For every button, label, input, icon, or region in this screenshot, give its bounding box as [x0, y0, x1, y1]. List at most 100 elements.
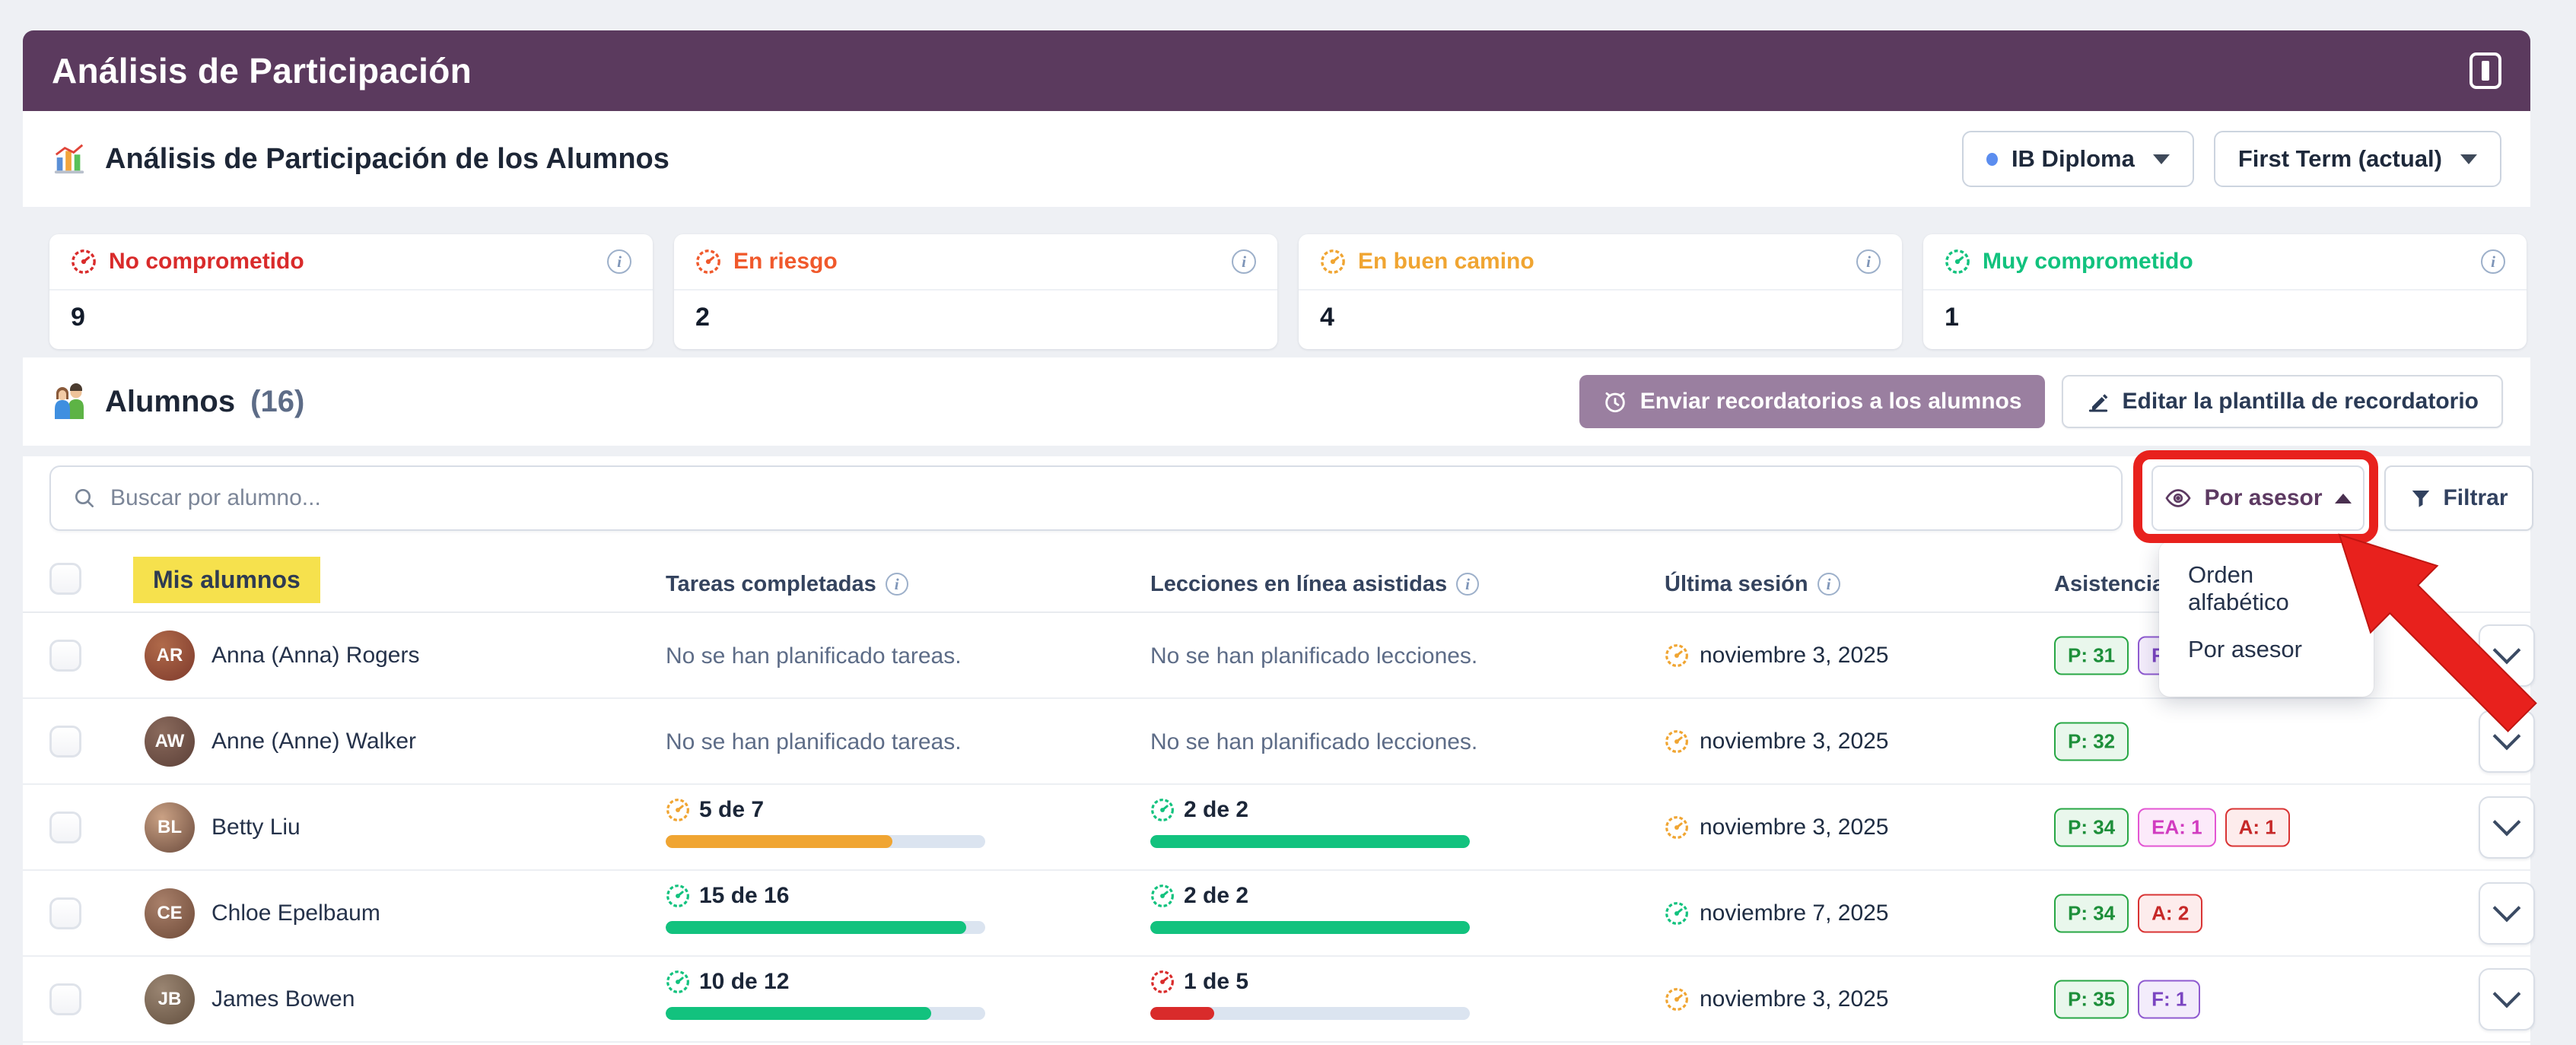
attendance-badge: A: 1 — [2225, 808, 2290, 846]
row-checkbox[interactable] — [49, 983, 81, 1015]
student-name: Betty Liu — [211, 814, 301, 840]
edit-template-button[interactable]: Editar la plantilla de recordatorio — [2061, 375, 2503, 428]
attendance-badges: P: 34 EA: 1 A: 1 — [2054, 808, 2290, 846]
card-value: 4 — [1320, 303, 1334, 332]
attendance-badges: P: 35 F: 1 — [2054, 980, 2201, 1018]
send-reminders-label: Enviar recordatorios a los alumnos — [1639, 389, 2022, 414]
search-icon — [72, 486, 97, 510]
chevron-up-icon — [2334, 493, 2352, 503]
info-icon[interactable] — [1856, 249, 1881, 274]
lessons-cell: 2 de 2 — [1150, 785, 1500, 871]
gauge-icon — [1665, 815, 1689, 840]
attendance-badge: P: 32 — [2054, 722, 2129, 761]
last-session-cell: noviembre 3, 2025 — [1665, 986, 1889, 1012]
select-all-checkbox[interactable] — [49, 563, 81, 595]
program-selector-value: IB Diploma — [2011, 145, 2135, 172]
expand-row-button[interactable] — [2479, 796, 2535, 859]
bar-chart-icon — [52, 141, 87, 176]
students-section-title: Alumnos — [105, 384, 236, 418]
student-name: Anne (Anne) Walker — [211, 728, 417, 754]
expand-row-button[interactable] — [2479, 967, 2535, 1031]
gauge-icon — [1665, 901, 1689, 926]
info-icon[interactable] — [1817, 573, 1840, 596]
tasks-cell: No se han planificado tareas. — [666, 699, 1016, 785]
expand-row-button[interactable] — [2479, 710, 2535, 773]
column-header-tasks: Tareas completadas — [666, 555, 908, 613]
alarm-clock-icon — [1602, 389, 1628, 415]
progress-label: 1 de 5 — [1184, 969, 1249, 994]
progress-label: 15 de 16 — [699, 883, 790, 908]
term-selector[interactable]: First Term (actual) — [2213, 131, 2501, 187]
expand-row-button[interactable] — [2479, 624, 2535, 687]
last-session-date: noviembre 3, 2025 — [1700, 642, 1889, 668]
tasks-cell: 5 de 7 — [666, 785, 1016, 871]
avatar: BL — [145, 802, 195, 853]
page-header: Análisis de Participación — [23, 30, 2530, 111]
table-header: Mis alumnos Tareas completadas Lecciones… — [23, 555, 2530, 613]
program-selector[interactable]: IB Diploma — [1961, 131, 2194, 187]
row-checkbox[interactable] — [49, 639, 81, 672]
table-row: JB James Bowen 10 de 12 1 de 5 — [23, 957, 2535, 1043]
panel-toggle-icon[interactable] — [2469, 52, 2501, 89]
row-checkbox[interactable] — [49, 897, 81, 929]
attendance-badge: P: 31 — [2054, 636, 2129, 675]
progress-label: 2 de 2 — [1184, 883, 1249, 908]
table-body: AR Anna (Anna) Rogers No se han planific… — [23, 613, 2535, 1043]
student-name: Chloe Epelbaum — [211, 900, 380, 926]
sort-by-advisor-button[interactable]: Por asesor — [2151, 465, 2365, 531]
gauge-icon — [666, 884, 690, 908]
filter-button[interactable]: Filtrar — [2384, 465, 2533, 531]
progress-bar — [1150, 921, 1470, 934]
search-input[interactable] — [110, 485, 2100, 511]
students-section-header: Alumnos (16) Enviar recordatorios a los … — [23, 357, 2530, 446]
last-session-cell: noviembre 7, 2025 — [1665, 900, 1889, 926]
table-row: AR Anna (Anna) Rogers No se han planific… — [23, 613, 2535, 699]
column-header-last-session: Última sesión — [1665, 555, 1840, 613]
gauge-icon — [666, 970, 690, 994]
no-lessons-text: No se han planificado lecciones. — [1150, 643, 1478, 669]
progress-bar — [666, 835, 985, 848]
info-icon[interactable] — [607, 249, 631, 274]
students-icon — [50, 383, 90, 420]
gauge-icon — [1150, 970, 1175, 994]
info-icon[interactable] — [2481, 249, 2505, 274]
lessons-cell: No se han planificado lecciones. — [1150, 613, 1500, 699]
menu-item-by-advisor[interactable]: Por asesor — [2188, 636, 2302, 662]
info-icon[interactable] — [1232, 249, 1256, 274]
student-name: Anna (Anna) Rogers — [211, 642, 420, 668]
last-session-cell: noviembre 3, 2025 — [1665, 643, 1889, 669]
row-checkbox[interactable] — [49, 811, 81, 843]
gauge-icon — [695, 249, 721, 275]
gauge-icon — [1150, 884, 1175, 908]
filter-button-label: Filtrar — [2443, 485, 2508, 510]
progress-bar — [666, 1007, 985, 1020]
summary-card-highly-engaged: Muy comprometido 1 — [1923, 234, 2527, 349]
table-row: AW Anne (Anne) Walker No se han planific… — [23, 699, 2535, 785]
summary-card-on-track: En buen camino 4 — [1299, 234, 1902, 349]
column-header-students: Mis alumnos — [133, 557, 320, 603]
info-icon[interactable] — [885, 573, 908, 596]
attendance-badge: A: 2 — [2138, 894, 2203, 932]
progress-label: 10 de 12 — [699, 969, 790, 994]
gauge-icon — [71, 249, 97, 275]
gauge-icon — [666, 798, 690, 822]
summary-card-not-engaged: No comprometido 9 — [49, 234, 653, 349]
tasks-cell: 15 de 16 — [666, 871, 1016, 957]
menu-item-alphabetical[interactable]: Orden alfabético — [2188, 561, 2289, 615]
no-lessons-text: No se han planificado lecciones. — [1150, 729, 1478, 754]
term-selector-value: First Term (actual) — [2237, 145, 2442, 172]
page-title: Análisis de Participación — [52, 51, 472, 91]
tasks-cell: 10 de 12 — [666, 957, 1016, 1043]
gauge-icon — [1665, 643, 1689, 668]
filter-funnel-icon — [2409, 487, 2432, 510]
send-reminders-button[interactable]: Enviar recordatorios a los alumnos — [1579, 375, 2045, 428]
row-checkbox[interactable] — [49, 725, 81, 758]
attendance-badge: P: 34 — [2054, 808, 2129, 846]
progress-bar — [666, 921, 985, 934]
sort-button-label: Por asesor — [2204, 485, 2323, 510]
edit-template-label: Editar la plantilla de recordatorio — [2122, 389, 2479, 414]
info-icon[interactable] — [1456, 573, 1480, 596]
card-value: 2 — [695, 303, 710, 332]
program-dot-icon — [1986, 152, 1998, 166]
expand-row-button[interactable] — [2479, 881, 2535, 945]
